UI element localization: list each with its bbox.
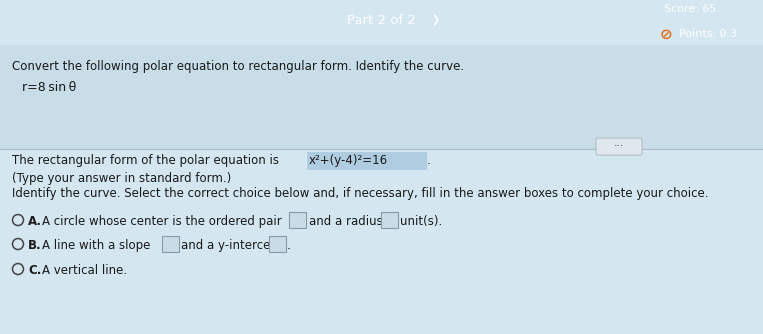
Text: A.: A. [28, 215, 42, 228]
Text: Part 2 of 2: Part 2 of 2 [347, 14, 416, 27]
Text: .: . [287, 239, 291, 252]
Text: Identify the curve. Select the correct choice below and, if necessary, fill in t: Identify the curve. Select the correct c… [12, 187, 709, 200]
Text: .: . [427, 154, 431, 167]
Text: and a radius of: and a radius of [309, 215, 398, 228]
Text: Points: 0.3: Points: 0.3 [679, 29, 737, 39]
Text: x²+(y-4)²=16: x²+(y-4)²=16 [309, 154, 388, 167]
Text: ❯: ❯ [431, 15, 439, 25]
Text: Score: 65.: Score: 65. [664, 4, 720, 14]
Text: and a y-intercept: and a y-intercept [181, 239, 282, 252]
Text: unit(s).: unit(s). [400, 215, 443, 228]
Text: B.: B. [28, 239, 42, 252]
Text: (Type your answer in standard form.): (Type your answer in standard form.) [12, 172, 231, 185]
FancyBboxPatch shape [596, 138, 642, 155]
FancyBboxPatch shape [269, 236, 286, 252]
Text: A circle whose center is the ordered pair: A circle whose center is the ordered pai… [42, 215, 282, 228]
Text: ···: ··· [614, 142, 624, 152]
Text: The rectangular form of the polar equation is: The rectangular form of the polar equati… [12, 154, 279, 167]
Text: C.: C. [28, 264, 41, 277]
Text: A vertical line.: A vertical line. [42, 264, 127, 277]
Text: r=8 sin θ: r=8 sin θ [22, 81, 76, 94]
Text: ⊘: ⊘ [660, 26, 673, 41]
FancyBboxPatch shape [162, 236, 179, 252]
FancyBboxPatch shape [307, 152, 427, 170]
FancyBboxPatch shape [289, 212, 306, 228]
FancyBboxPatch shape [381, 212, 398, 228]
Text: Convert the following polar equation to rectangular form. Identify the curve.: Convert the following polar equation to … [12, 60, 464, 73]
Bar [0, 45, 763, 149]
Text: A line with a slope: A line with a slope [42, 239, 150, 252]
